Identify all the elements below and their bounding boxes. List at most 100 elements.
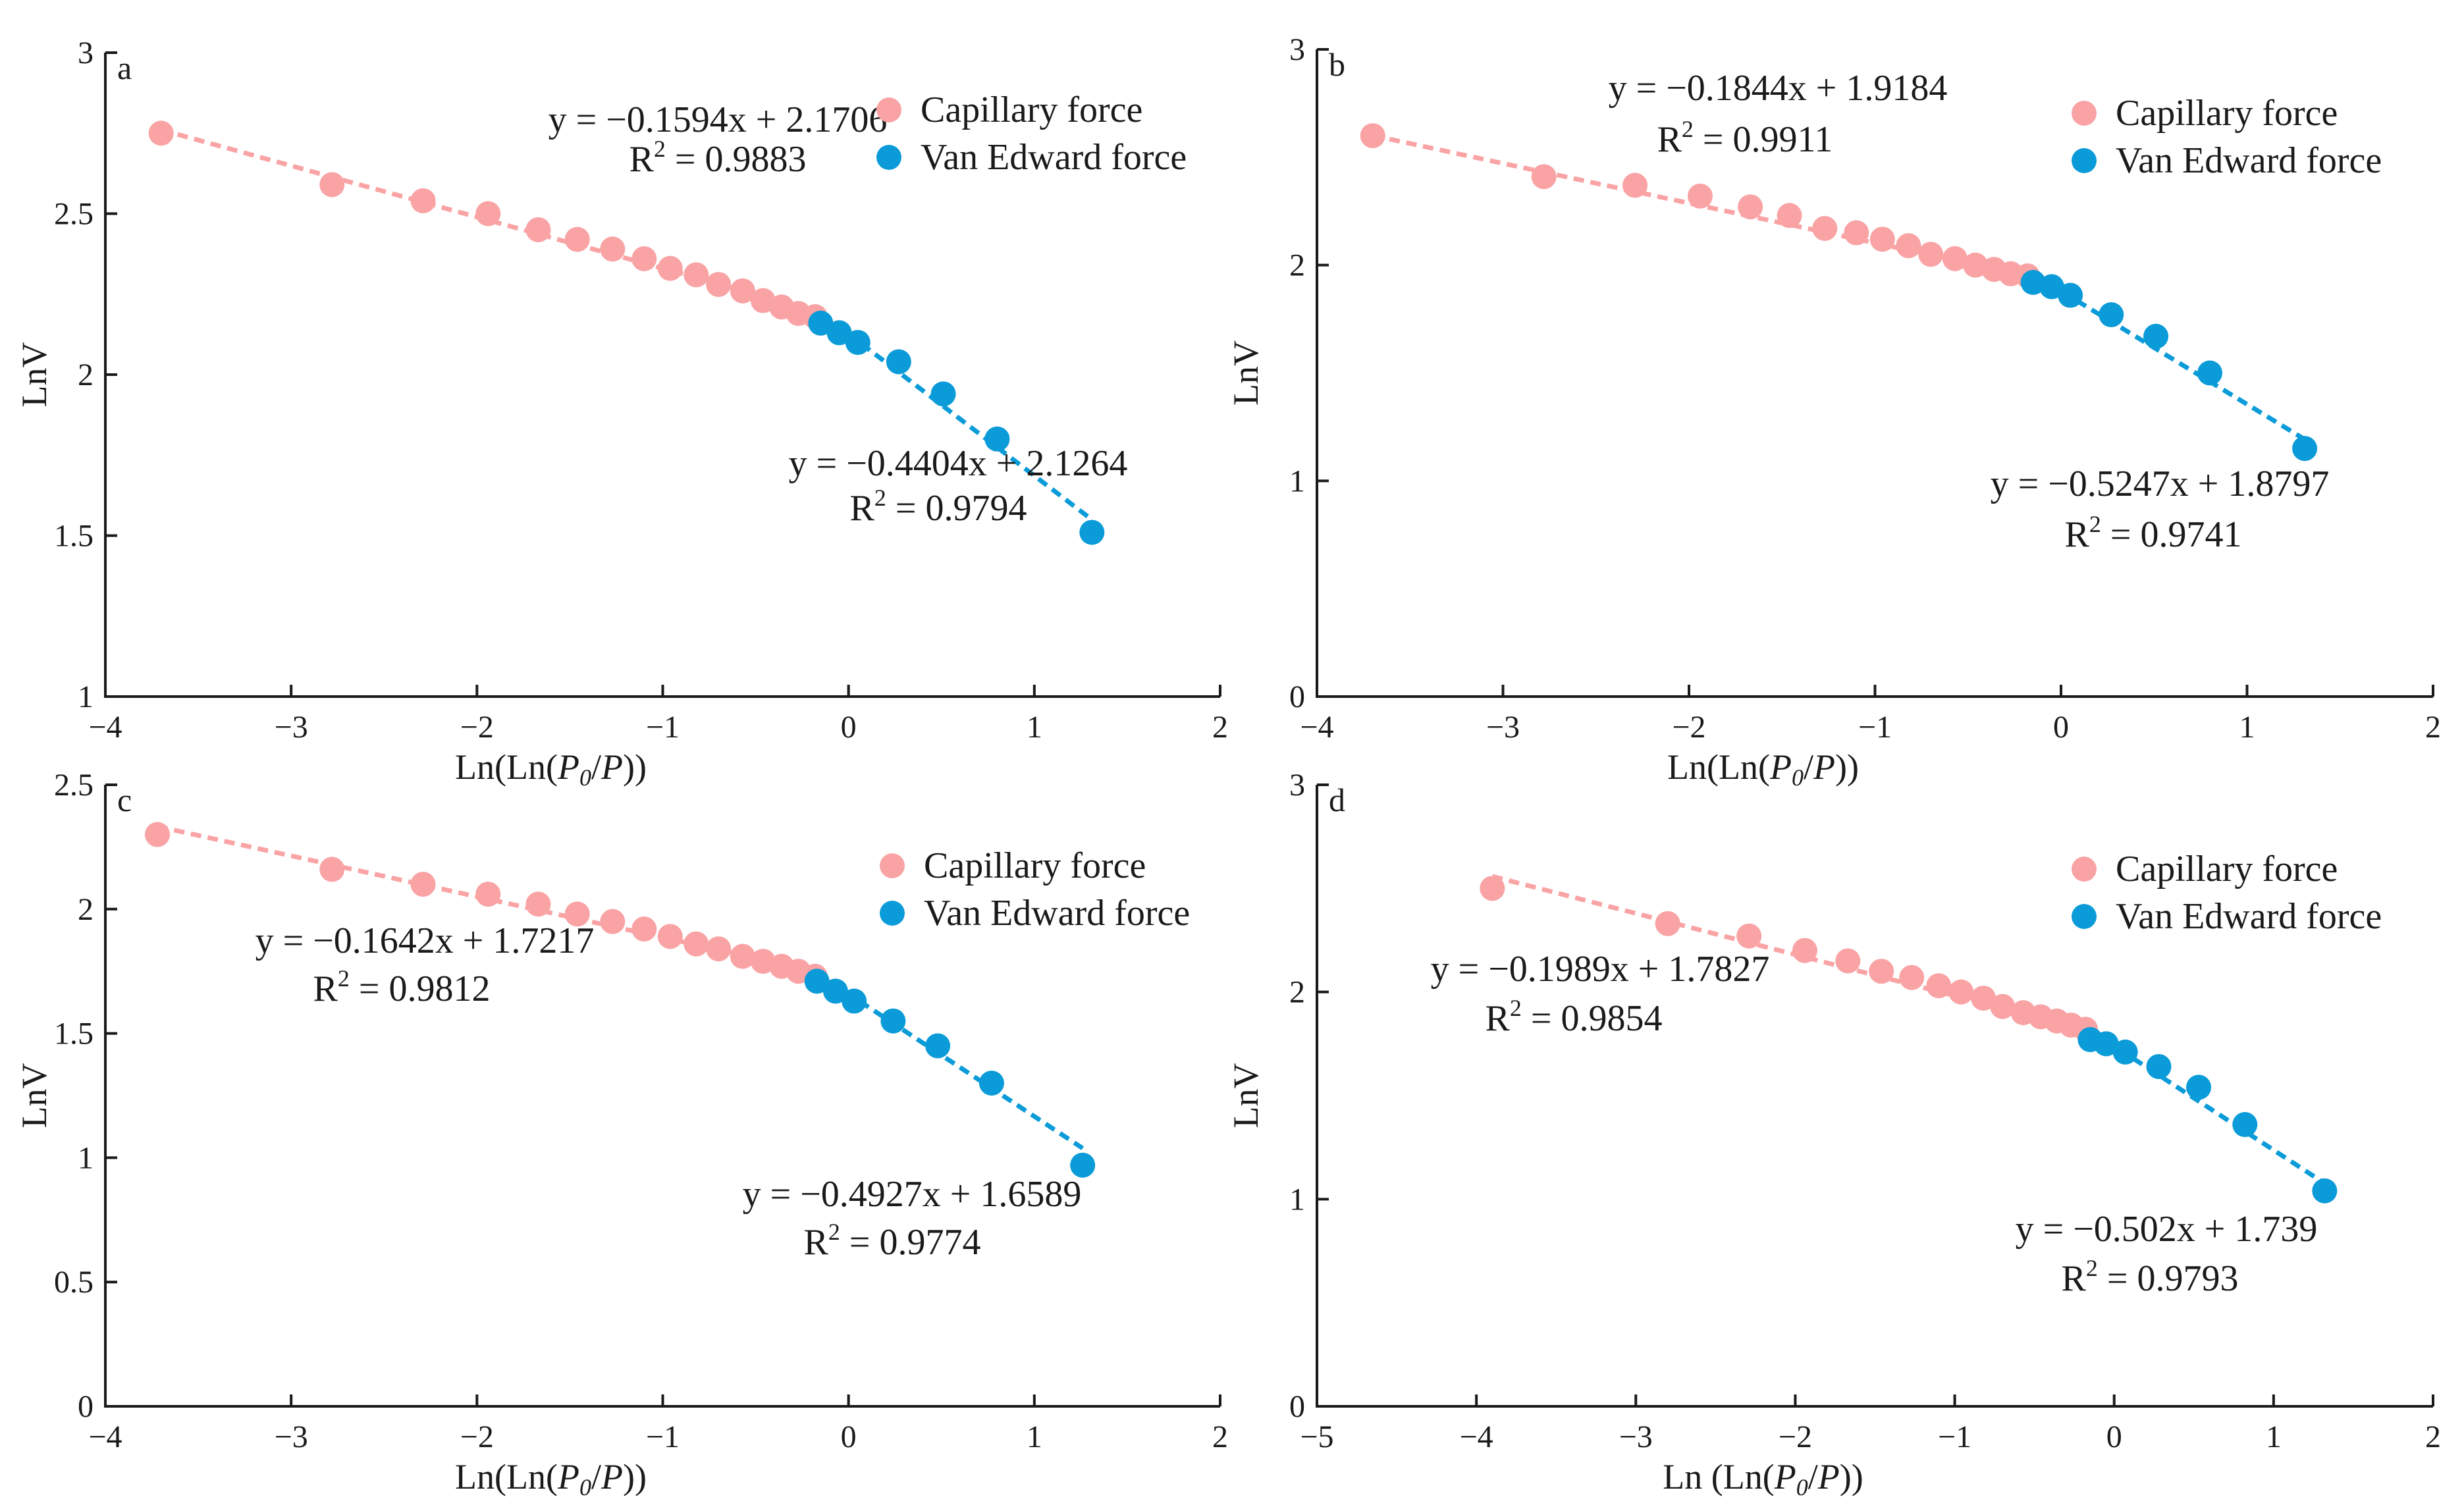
x-tick-label: −2 xyxy=(460,710,494,745)
y-tick-label: 0 xyxy=(78,1389,94,1424)
van-edward-equation: y = −0.5247x + 1.8797 xyxy=(1991,464,2330,504)
y-tick-label: 2.5 xyxy=(54,197,94,232)
van-edward-point xyxy=(2112,1039,2138,1065)
capillary-point xyxy=(145,822,171,847)
capillary-point xyxy=(1738,194,1763,220)
y-axis-label: LnV xyxy=(1226,340,1266,406)
legend-capillary-label: Capillary force xyxy=(921,90,1142,130)
van-edward-r2: R2 = 0.9793 xyxy=(2062,1255,2239,1299)
x-tick-label: −3 xyxy=(275,710,308,745)
capillary-point xyxy=(600,909,626,934)
y-axis-label: LnV xyxy=(14,1063,54,1128)
x-tick-label: 2 xyxy=(1212,710,1228,745)
legend-capillary-marker xyxy=(2072,101,2097,126)
van-edward-point xyxy=(826,320,852,346)
panel-letter: d xyxy=(1329,782,1345,818)
x-tick-label: −2 xyxy=(1672,710,1705,745)
x-tick-label: −4 xyxy=(88,710,122,745)
x-tick-label: −1 xyxy=(1938,1419,1971,1454)
capillary-point xyxy=(683,931,709,957)
van-edward-r2: R2 = 0.9774 xyxy=(804,1219,981,1263)
van-edward-equation: y = −0.4927x + 1.6589 xyxy=(743,1174,1082,1215)
capillary-point xyxy=(706,936,732,962)
capillary-point xyxy=(1899,965,1925,990)
van-edward-point xyxy=(978,1071,1004,1096)
legend-van-edward-label: Van Edward force xyxy=(921,137,1187,178)
capillary-point xyxy=(1942,246,1968,271)
y-tick-label: 1 xyxy=(78,679,94,714)
van-edward-point xyxy=(2093,1031,2119,1057)
x-tick-label: 0 xyxy=(841,710,857,745)
van-edward-point xyxy=(2146,1053,2172,1079)
van-edward-fit-line xyxy=(2089,1028,2326,1186)
panel-letter: c xyxy=(117,782,132,818)
van-edward-equation: y = −0.4404x + 2.1264 xyxy=(789,443,1128,484)
x-axis-label: Ln(Ln(P0/P)) xyxy=(1667,747,1859,791)
capillary-point xyxy=(1896,233,1921,259)
van-edward-point xyxy=(2058,282,2083,308)
van-edward-point xyxy=(2312,1178,2338,1204)
capillary-point xyxy=(564,226,590,252)
y-tick-label: 1 xyxy=(78,1140,94,1175)
x-tick-label: −1 xyxy=(1858,710,1892,745)
capillary-point xyxy=(1835,948,1861,974)
legend-capillary-marker xyxy=(880,853,905,878)
van-edward-equation: y = −0.502x + 1.739 xyxy=(2016,1209,2318,1250)
capillary-equation: y = −0.1989x + 1.7827 xyxy=(1431,949,1770,990)
x-tick-label: 2 xyxy=(2425,1419,2441,1454)
x-tick-label: 1 xyxy=(2239,710,2255,745)
y-tick-label: 3 xyxy=(1289,768,1305,803)
legend-van-edward-marker xyxy=(876,145,901,170)
van-edward-point xyxy=(2186,1074,2212,1100)
y-tick-label: 2.5 xyxy=(54,768,94,803)
capillary-point xyxy=(631,246,657,271)
capillary-point xyxy=(1812,215,1838,241)
x-tick-label: −3 xyxy=(1486,710,1520,745)
y-tick-label: 2 xyxy=(78,892,94,927)
y-tick-label: 1 xyxy=(1289,1182,1305,1217)
x-tick-label: −3 xyxy=(275,1419,308,1454)
x-tick-label: 1 xyxy=(1027,1419,1042,1454)
van-edward-point xyxy=(804,968,830,994)
capillary-point xyxy=(564,901,590,927)
x-axis-label: Ln(Ln(P0/P)) xyxy=(455,1457,647,1500)
capillary-point xyxy=(683,262,709,288)
capillary-point xyxy=(706,272,732,298)
x-tick-label: 2 xyxy=(1212,1419,1228,1454)
capillary-point xyxy=(600,236,626,262)
capillary-point xyxy=(1480,876,1505,901)
x-tick-label: −5 xyxy=(1300,1419,1333,1454)
capillary-fit-line xyxy=(157,824,818,974)
capillary-equation: y = −0.1844x + 1.9184 xyxy=(1609,68,1948,109)
capillary-point xyxy=(475,882,501,907)
capillary-point xyxy=(148,120,174,146)
legend-van-edward-marker xyxy=(2072,148,2097,173)
x-tick-label: 0 xyxy=(841,1419,857,1454)
van-edward-point xyxy=(1070,1152,1096,1178)
capillary-equation: y = −0.1594x + 2.1706 xyxy=(549,99,888,140)
van-edward-point xyxy=(2292,436,2318,462)
x-tick-label: 0 xyxy=(2053,710,2069,745)
capillary-point xyxy=(475,201,501,226)
legend-capillary-marker xyxy=(876,97,901,122)
capillary-point xyxy=(657,924,683,949)
x-tick-label: −4 xyxy=(88,1419,122,1454)
van-edward-point xyxy=(984,426,1010,452)
legend-capillary-marker xyxy=(2072,857,2097,882)
capillary-point xyxy=(730,278,755,304)
capillary-r2: R2 = 0.9854 xyxy=(1486,995,1663,1039)
y-tick-label: 2 xyxy=(78,358,94,392)
capillary-point xyxy=(1869,959,1894,984)
x-axis-label: Ln(Ln(P0/P)) xyxy=(455,747,647,791)
van-edward-r2: R2 = 0.9794 xyxy=(850,485,1027,529)
x-axis-label: Ln (Ln(P0/P)) xyxy=(1663,1457,1863,1500)
y-tick-label: 0 xyxy=(1289,1389,1305,1424)
x-tick-label: 2 xyxy=(2425,710,2441,745)
x-tick-label: −4 xyxy=(1460,1419,1493,1454)
capillary-point xyxy=(1777,203,1802,228)
panel-letter: a xyxy=(117,49,132,86)
y-tick-label: 3 xyxy=(78,36,94,70)
y-axis-label: LnV xyxy=(1226,1063,1266,1128)
y-axis-label: LnV xyxy=(14,342,54,408)
